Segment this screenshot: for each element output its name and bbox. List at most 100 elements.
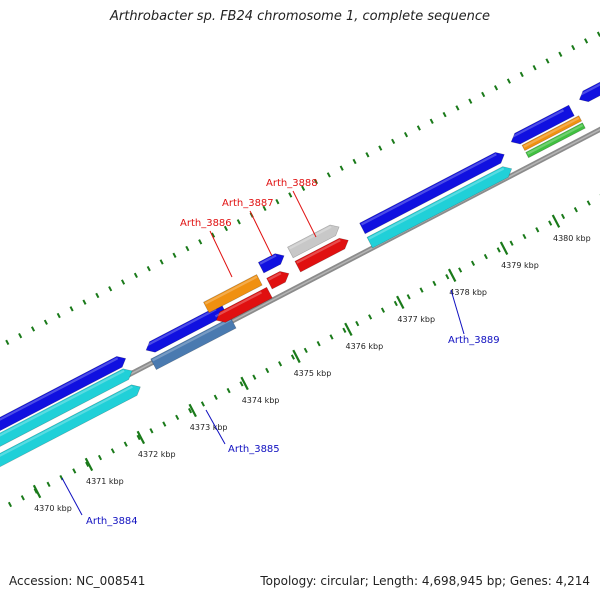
lower-tick-row	[123, 441, 128, 447]
upper-tick-row	[275, 198, 280, 205]
lower-tick-row	[342, 327, 347, 333]
lower-tick-row	[226, 387, 231, 394]
gene-arth-3887	[266, 271, 290, 290]
gene-arth-3884-rna-lane	[0, 384, 141, 468]
upper-tick-row	[558, 51, 563, 57]
lower-tick-row	[316, 341, 321, 347]
upper-tick-row	[95, 292, 100, 299]
chromosome-backbone-highlight	[0, 128, 600, 443]
chromosome-backbone	[0, 126, 600, 445]
upper-tick-row	[301, 185, 306, 191]
gene-arth-3888	[287, 224, 340, 259]
upper-tick-row	[236, 219, 241, 225]
lower-tick-row	[97, 454, 103, 461]
map-title: Arthrobacter sp. FB24 chromosome 1, comp…	[109, 9, 491, 24]
lower-tick-row	[149, 428, 154, 434]
upper-tick-row	[519, 71, 524, 78]
major-tick	[447, 268, 457, 282]
major-tick	[136, 430, 146, 445]
lower-tick-row	[303, 347, 308, 354]
accession-text: Accession: NC_008541	[9, 574, 146, 588]
scale-label: 4372 kbp	[138, 450, 176, 459]
scale-label: 4380 kbp	[553, 234, 591, 243]
rna-arth-3884-shade	[0, 369, 125, 437]
upper-tick-row	[121, 279, 126, 285]
gene-label-leader	[209, 230, 233, 278]
upper-tick-row	[391, 138, 396, 145]
gene-arth-3884	[0, 356, 127, 432]
scale-label: 4371 kbp	[86, 477, 124, 486]
upper-tick-row	[185, 245, 190, 252]
upper-tick-row	[172, 252, 177, 258]
major-tick	[188, 403, 197, 418]
lower-tick-row	[136, 434, 141, 441]
lower-tick-row	[573, 207, 578, 213]
gene-label-leader	[249, 210, 273, 257]
lower-tick-row	[46, 481, 51, 488]
upper-tick-row	[455, 105, 460, 111]
upper-tick-row	[56, 312, 61, 319]
gene-arth-3887-blue-shade	[259, 254, 277, 265]
major-tick	[32, 484, 42, 499]
upper-tick-row	[506, 78, 511, 84]
upper-tick-row	[43, 319, 48, 325]
major-tick	[240, 376, 249, 391]
gene-arth-3884-shade	[0, 357, 119, 421]
upper-tick-row	[146, 265, 151, 272]
scale-label: 4370 kbp	[34, 504, 72, 513]
gene-label-leader	[205, 409, 226, 445]
lower-tick-row	[355, 320, 360, 327]
lower-tick-row	[483, 253, 488, 260]
gene-right-green-shade	[527, 124, 584, 155]
scale-label: 4374 kbp	[242, 396, 280, 405]
gene-arth-3886-red-shade	[214, 291, 262, 318]
lower-tick-row	[20, 495, 25, 501]
upper-tick-row	[30, 326, 36, 332]
lower-tick-row	[110, 448, 115, 454]
upper-tick-row	[493, 85, 499, 91]
gene-far-right-blue	[578, 81, 600, 103]
upper-tick-row	[429, 118, 434, 124]
major-tick	[292, 349, 301, 364]
lower-tick-row	[380, 307, 386, 313]
scale-label: 4375 kbp	[294, 369, 332, 378]
upper-tick-row	[442, 111, 447, 118]
gene-label-arth-3889: Arth_3889	[448, 335, 500, 346]
lower-tick-row	[522, 233, 527, 240]
upper-tick-row	[532, 65, 537, 71]
gene-right-blue-shade	[509, 109, 565, 139]
gene-label-leader	[292, 190, 317, 238]
gene-arth-3888-shade	[288, 225, 332, 250]
gene-right-blue	[510, 104, 575, 145]
lower-tick-row	[393, 300, 398, 307]
lower-tick-row	[85, 461, 90, 467]
lower-tick-row	[470, 260, 476, 266]
lower-tick-row	[175, 414, 180, 421]
lower-tick-row	[162, 421, 167, 427]
gene-arth-3885	[150, 316, 237, 371]
lower-tick-row	[200, 401, 205, 407]
upper-tick-row	[159, 259, 164, 265]
rna-arth-3884	[0, 368, 133, 447]
lower-tick-row	[265, 367, 270, 374]
lower-tick-row	[586, 200, 591, 206]
lower-tick-row	[432, 280, 437, 287]
upper-tick-row	[468, 98, 473, 104]
upper-tick-row	[378, 145, 383, 151]
lower-tick-row	[7, 501, 13, 508]
scale-label: 4378 kbp	[449, 288, 487, 297]
gene-label-arth-3888: Arth_3888	[266, 178, 318, 189]
gene-arth-3888-red	[294, 237, 349, 273]
gene-arth-3886	[203, 274, 263, 314]
upper-tick-row	[133, 272, 138, 279]
upper-tick-row	[416, 125, 421, 131]
gene-far-right-blue-shade	[578, 83, 600, 97]
lower-tick-row	[213, 394, 218, 400]
gene-right-green	[525, 122, 586, 159]
upper-tick-row	[352, 158, 357, 165]
lower-tick-row	[548, 220, 553, 226]
gene-right-orange-shade	[523, 117, 580, 148]
lower-tick-row	[329, 334, 334, 340]
